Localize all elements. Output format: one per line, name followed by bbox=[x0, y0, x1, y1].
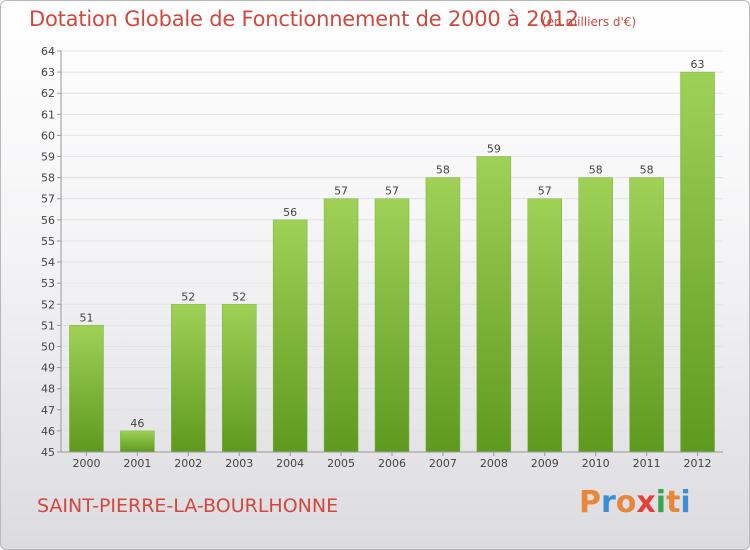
chart-title: Dotation Globale de Fonctionnement de 20… bbox=[29, 7, 579, 31]
y-tick-label: 49 bbox=[41, 362, 55, 375]
axes: 45 46 47 48 49 50 51 52 53 54 55 56 57 58 59 60 61 62 63 64… bbox=[41, 45, 723, 470]
x-tick-label: 2007 bbox=[429, 457, 457, 470]
logo-letter: r bbox=[601, 485, 616, 520]
x-tick-label: 2008 bbox=[480, 457, 508, 470]
y-tick-label: 63 bbox=[41, 66, 55, 79]
logo-letter: P bbox=[579, 485, 601, 520]
y-tick-label: 50 bbox=[41, 340, 55, 353]
x-tick-label: 2001 bbox=[123, 457, 151, 470]
x-tick-label: 2002 bbox=[174, 457, 202, 470]
y-tick-label: 56 bbox=[41, 214, 55, 227]
data-label: 63 bbox=[691, 58, 705, 71]
y-tick-label: 61 bbox=[41, 108, 55, 121]
y-tick-label: 47 bbox=[41, 404, 55, 417]
data-label: 57 bbox=[334, 185, 348, 198]
bar-2007 bbox=[425, 177, 461, 453]
y-tick-label: 51 bbox=[41, 319, 55, 332]
x-tick-label: 2004 bbox=[276, 457, 304, 470]
data-label: 52 bbox=[232, 290, 246, 303]
y-tick-label: 48 bbox=[41, 383, 55, 396]
chart-subtitle: (en milliers d'€) bbox=[542, 15, 637, 29]
y-tick-label: 52 bbox=[41, 298, 55, 311]
bar-2008 bbox=[476, 156, 512, 453]
bar-2001 bbox=[120, 430, 155, 453]
x-tick-label: 2005 bbox=[327, 457, 355, 470]
y-tick-label: 46 bbox=[41, 425, 55, 438]
bar-2002 bbox=[171, 304, 206, 453]
y-tick-label: 64 bbox=[41, 45, 55, 58]
bars: 51 46 52 52 56 57 57 58 59 57 58 58 63 bbox=[69, 58, 715, 453]
x-tick-label: 2009 bbox=[531, 457, 559, 470]
logo-letter: x bbox=[636, 485, 656, 520]
y-tick-label: 53 bbox=[41, 277, 55, 290]
y-tick-label: 54 bbox=[41, 256, 55, 269]
proxiti-logo[interactable]: Proxiti bbox=[579, 485, 691, 520]
data-label: 59 bbox=[487, 143, 501, 156]
y-tick-label: 45 bbox=[41, 446, 55, 459]
data-label: 56 bbox=[283, 206, 297, 219]
data-label: 46 bbox=[130, 417, 144, 430]
data-label: 58 bbox=[589, 164, 603, 177]
x-tick-label: 2000 bbox=[72, 457, 100, 470]
y-tick-label: 55 bbox=[41, 235, 55, 248]
data-label: 52 bbox=[181, 290, 195, 303]
bar-2010 bbox=[578, 177, 613, 453]
bar-2011 bbox=[629, 177, 664, 453]
y-tick-label: 57 bbox=[41, 193, 55, 206]
bar-2006 bbox=[374, 198, 410, 453]
y-tick-label: 60 bbox=[41, 129, 55, 142]
bar-2009 bbox=[527, 198, 563, 453]
y-tick-label: 62 bbox=[41, 87, 55, 100]
bar-2005 bbox=[323, 198, 359, 453]
bar-2000 bbox=[69, 325, 104, 453]
logo-letter: i bbox=[680, 485, 691, 520]
x-tick-label: 2012 bbox=[684, 457, 712, 470]
x-tick-label: 2006 bbox=[378, 457, 406, 470]
bar-chart: 51 46 52 52 56 57 57 58 59 57 58 58 63 45 46 47 48 49 50 5… bbox=[41, 45, 723, 470]
bar-2004 bbox=[272, 219, 308, 453]
data-label: 57 bbox=[385, 185, 399, 198]
data-label: 58 bbox=[640, 164, 654, 177]
x-tick-label: 2010 bbox=[582, 457, 610, 470]
x-tick-label: 2011 bbox=[633, 457, 661, 470]
bar-2003 bbox=[221, 304, 257, 453]
commune-name: SAINT-PIERRE-LA-BOURLHONNE bbox=[37, 495, 339, 517]
data-label: 51 bbox=[79, 311, 93, 324]
x-tick-label: 2003 bbox=[225, 457, 253, 470]
logo-letter: i bbox=[655, 485, 667, 520]
logo-letter: o bbox=[615, 485, 637, 520]
y-tick-label: 58 bbox=[41, 172, 55, 185]
y-tick-label: 59 bbox=[41, 151, 55, 164]
logo-letter: t bbox=[666, 485, 681, 520]
bar-2012 bbox=[680, 71, 715, 453]
data-label: 58 bbox=[436, 164, 450, 177]
data-label: 57 bbox=[538, 185, 552, 198]
